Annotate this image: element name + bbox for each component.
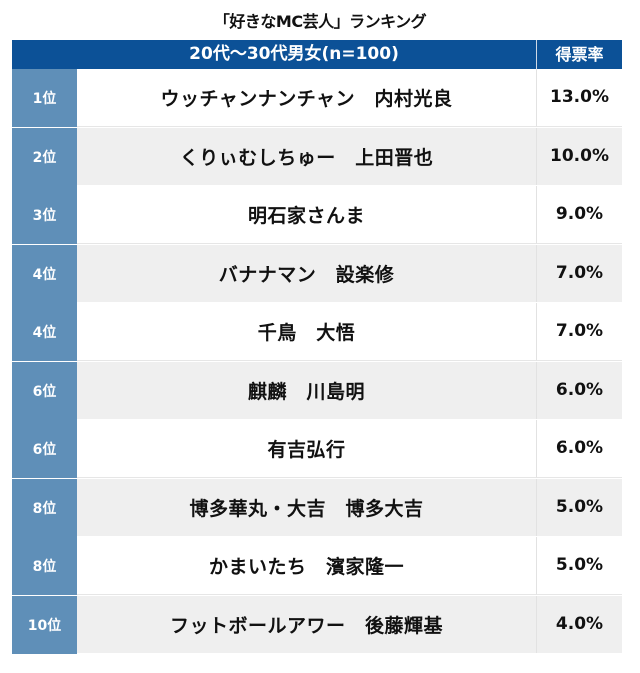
name-cell: 明石家さんま (77, 186, 537, 244)
group-header: 20代〜30代男女(n=100) (12, 40, 537, 69)
rate-cell: 6.0% (555, 380, 604, 401)
table-header: 20代〜30代男女(n=100) 得票率 (12, 40, 622, 69)
table-row: 8位 博多華丸・大吉 博多大吉 5.0% (12, 478, 622, 538)
rank-cell: 2位 (12, 127, 77, 187)
rank-cell: 10位 (12, 595, 77, 655)
rate-cell: 4.0% (555, 614, 604, 635)
rank-cell: 4位 (12, 244, 77, 304)
table-row: 10位 フットボールアワー 後藤輝基 4.0% (12, 595, 622, 655)
table-row: 1位 ウッチャンナンチャン 内村光良 13.0% (12, 69, 622, 128)
rate-cell: 13.0% (537, 69, 622, 127)
rate-cell: 7.0% (537, 303, 622, 361)
name-cell: かまいたち 濱家隆一 (77, 537, 537, 595)
rate-cell: 5.0% (555, 497, 604, 518)
name-cell: 有吉弘行 (77, 420, 537, 478)
rate-cell: 6.0% (537, 420, 622, 478)
rank-cell: 3位 (12, 186, 77, 245)
rank-cell: 4位 (12, 303, 77, 362)
rate-cell: 7.0% (555, 263, 604, 284)
rank-cell: 6位 (12, 420, 77, 479)
rate-cell: 10.0% (550, 146, 609, 167)
rank-cell: 6位 (12, 361, 77, 421)
ranking-table: 20代〜30代男女(n=100) 得票率 1位 ウッチャンナンチャン 内村光良 … (12, 40, 622, 655)
table-row: 2位 くりぃむしちゅー 上田晋也 10.0% (12, 127, 622, 187)
name-cell: 麒麟 川島明 (77, 361, 537, 419)
ranking-title: 「好きなMC芸人」ランキング (213, 12, 427, 31)
name-cell: ウッチャンナンチャン 内村光良 (77, 69, 537, 127)
name-cell: フットボールアワー 後藤輝基 (77, 595, 537, 653)
rate-cell: 5.0% (537, 537, 622, 595)
name-cell: バナナマン 設楽修 (77, 244, 537, 302)
table-row: 6位 有吉弘行 6.0% (12, 420, 622, 479)
rate-header: 得票率 (555, 45, 604, 64)
table-row: 6位 麒麟 川島明 6.0% (12, 361, 622, 421)
table-row: 8位 かまいたち 濱家隆一 5.0% (12, 537, 622, 596)
rank-cell: 1位 (12, 69, 77, 128)
rank-cell: 8位 (12, 537, 77, 596)
table-row: 4位 千鳥 大悟 7.0% (12, 303, 622, 362)
table-row: 4位 バナナマン 設楽修 7.0% (12, 244, 622, 304)
rate-cell: 9.0% (537, 186, 622, 244)
name-cell: 千鳥 大悟 (77, 303, 537, 361)
name-cell: くりぃむしちゅー 上田晋也 (77, 127, 537, 185)
name-cell: 博多華丸・大吉 博多大吉 (77, 478, 537, 536)
rank-cell: 8位 (12, 478, 77, 538)
table-row: 3位 明石家さんま 9.0% (12, 186, 622, 245)
